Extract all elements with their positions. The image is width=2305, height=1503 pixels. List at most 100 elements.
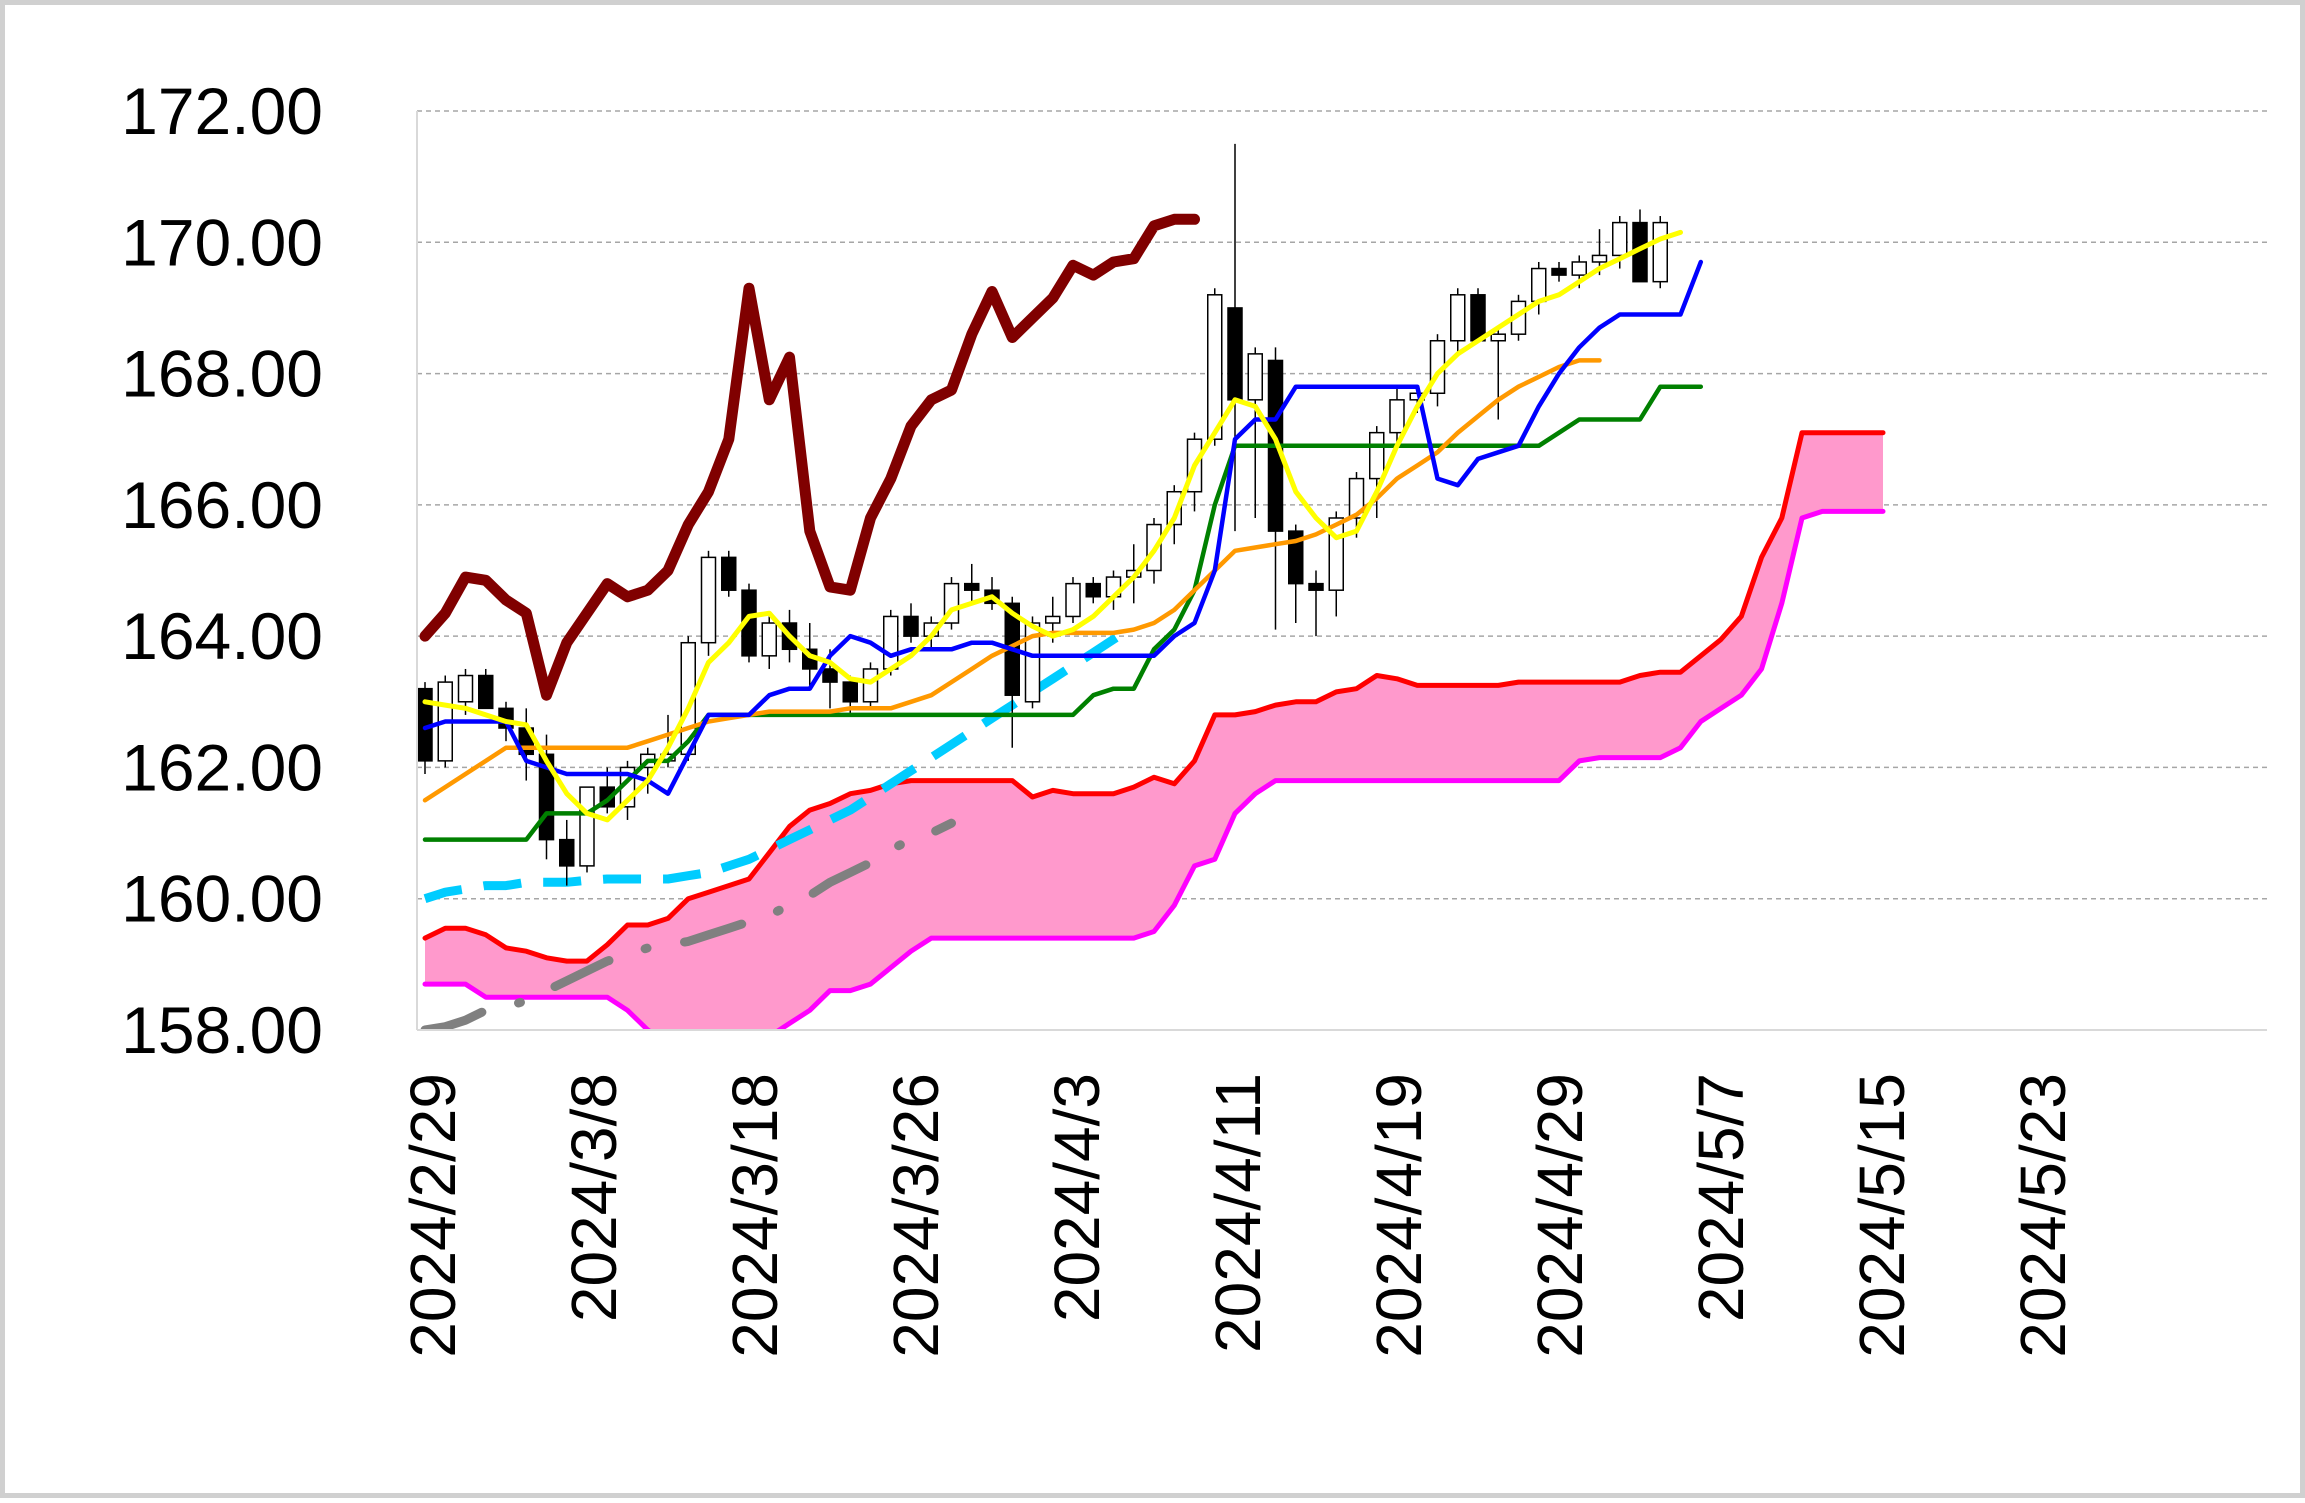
chikou-line <box>419 213 1200 701</box>
candle-body <box>883 615 899 670</box>
candle-body <box>761 622 777 657</box>
x-tick-label: 2024/3/18 <box>719 1073 791 1358</box>
candle-body <box>478 674 494 710</box>
y-tick-label: 158.00 <box>121 993 323 1067</box>
cloud-area <box>425 432 1883 1030</box>
candle <box>1024 616 1041 709</box>
candle-body <box>1308 582 1324 591</box>
x-tick-label: 2024/5/23 <box>2007 1073 2079 1358</box>
candle <box>943 577 960 630</box>
candle <box>1004 596 1020 748</box>
candle <box>1267 347 1284 630</box>
candle <box>417 682 433 774</box>
ma-short-line <box>422 229 1683 823</box>
candle <box>619 760 636 820</box>
candle <box>1247 347 1263 518</box>
candle-body <box>964 582 980 591</box>
candle <box>700 550 717 656</box>
candle <box>1065 577 1081 624</box>
x-tick-label: 2024/4/19 <box>1363 1073 1435 1358</box>
candle <box>478 668 494 710</box>
candle-body <box>1531 267 1547 303</box>
x-tick-label: 2024/4/3 <box>1041 1073 1113 1322</box>
candle-body <box>1389 399 1405 434</box>
candle-body <box>1288 530 1304 585</box>
candle-body <box>1207 294 1223 440</box>
candle <box>1450 288 1466 354</box>
y-tick-labels: 172.00 170.00 168.00 166.00 164.00 162.00 160.… <box>121 74 323 1067</box>
candle <box>1085 577 1101 604</box>
candle <box>579 786 595 873</box>
candle-body <box>1085 582 1101 598</box>
candle-body <box>1652 221 1668 283</box>
candle <box>721 550 737 597</box>
candle-body <box>1348 477 1365 519</box>
candle-body <box>822 668 838 683</box>
candle-body <box>1369 431 1385 480</box>
x-tick-label: 2024/3/26 <box>880 1073 952 1358</box>
ma-mid-line <box>422 358 1602 803</box>
candle-body <box>579 786 595 867</box>
candle <box>1652 216 1668 289</box>
x-tick-labels: 2024/2/29 2024/3/8 2024/3/18 2024/3/26 2024/… <box>397 1073 2079 1358</box>
indicator-lines-front <box>419 213 1704 842</box>
candle-body <box>1166 490 1182 526</box>
candle-body <box>1490 333 1506 342</box>
candle-body <box>1612 221 1628 257</box>
candle <box>518 708 534 781</box>
candle-body <box>1571 261 1587 276</box>
candle-body <box>1470 294 1486 342</box>
x-tick-label: 2024/4/29 <box>1524 1073 1596 1358</box>
x-tick-label: 2024/4/11 <box>1202 1073 1274 1353</box>
candle <box>1551 261 1567 282</box>
candle <box>761 616 777 669</box>
y-tick-label: 160.00 <box>121 862 323 936</box>
candle <box>559 819 575 886</box>
candle <box>1510 294 1527 341</box>
y-tick-label: 172.00 <box>121 74 323 148</box>
x-tick-label: 2024/3/8 <box>558 1073 630 1322</box>
candle-body <box>903 615 919 637</box>
candle <box>1470 288 1486 342</box>
candle-body <box>1591 254 1608 263</box>
candle <box>1632 209 1648 283</box>
candle-body <box>1045 615 1061 624</box>
candle-body <box>457 674 474 703</box>
ma-xlong-line <box>420 818 956 1030</box>
ichimoku-cloud <box>425 432 1883 1030</box>
x-tick-label: 2024/5/7 <box>1685 1073 1757 1322</box>
candle <box>903 603 919 643</box>
candle-body <box>1065 582 1081 618</box>
indicator-lines-back <box>420 430 1886 1030</box>
candle <box>1389 386 1405 446</box>
candle <box>984 577 1000 610</box>
candle <box>964 563 980 604</box>
x-tick-label: 2024/2/29 <box>397 1073 469 1358</box>
candle-body <box>1024 622 1041 703</box>
tenkan-line <box>422 259 1704 796</box>
candle-body <box>700 556 717 644</box>
candle-body <box>1551 267 1567 276</box>
candle-body <box>559 838 575 867</box>
senkou-b-line <box>422 508 1886 1030</box>
y-tick-label: 166.00 <box>121 468 323 542</box>
senkou-a-line <box>422 430 1886 964</box>
candle-body <box>721 556 737 591</box>
ma-long-line <box>423 622 1137 903</box>
candle-body <box>1227 307 1243 401</box>
kijun-line <box>422 384 1704 842</box>
x-tick-label: 2024/5/15 <box>1846 1073 1918 1358</box>
axes <box>416 111 2267 1031</box>
candle <box>862 662 879 709</box>
candle-body <box>862 668 879 703</box>
candle <box>1227 143 1243 532</box>
candle <box>1490 327 1506 420</box>
candle-body <box>842 681 858 703</box>
candle-body <box>1450 294 1466 342</box>
y-tick-label: 164.00 <box>121 599 323 673</box>
y-tick-label: 168.00 <box>121 337 323 411</box>
candle-body <box>1247 353 1263 401</box>
candle <box>1308 570 1324 637</box>
y-tick-label: 170.00 <box>121 205 323 279</box>
